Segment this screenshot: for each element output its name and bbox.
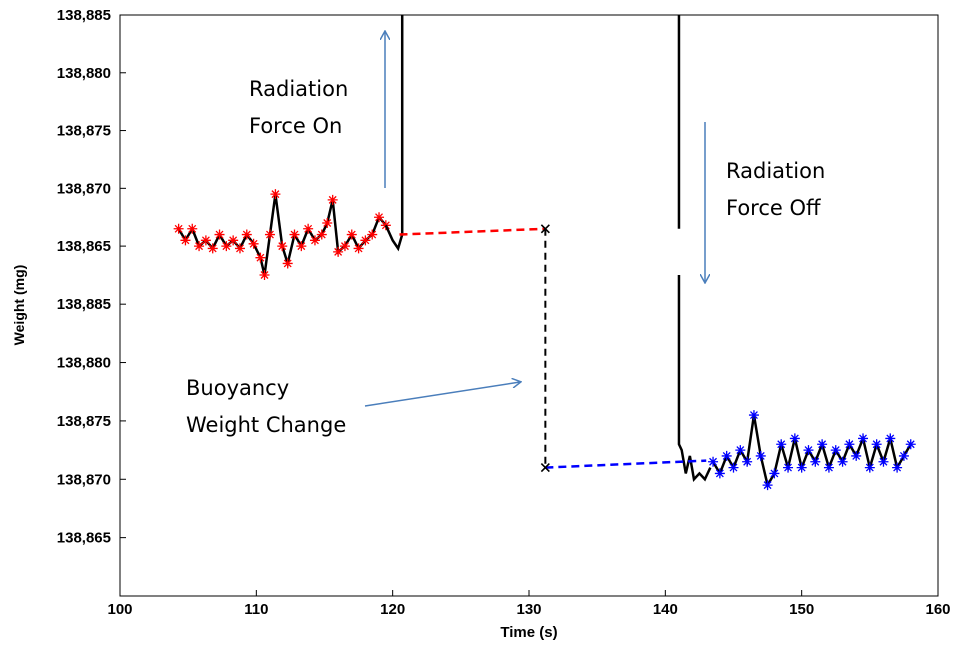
marker (892, 462, 903, 473)
marker (776, 439, 787, 450)
marker (259, 270, 270, 280)
marker (277, 241, 288, 252)
marker (762, 480, 773, 491)
y-tick-label: 138,875 (57, 123, 111, 140)
x-tick-label: 140 (653, 601, 678, 618)
marker (735, 445, 746, 456)
marker (241, 229, 252, 240)
marker (380, 220, 391, 231)
marker (864, 462, 875, 473)
marker (248, 238, 259, 249)
marker (837, 456, 848, 467)
marker (187, 223, 198, 234)
marker (200, 235, 211, 246)
marker (708, 456, 719, 467)
marker (374, 212, 385, 223)
y-tick-label: 138,885 (57, 296, 111, 313)
y-tick-label: 138,870 (57, 180, 111, 197)
x-tick-label: 100 (107, 601, 132, 618)
annotation: Buoyancy (186, 376, 289, 400)
marker (255, 252, 266, 263)
y-tick-label: 138,875 (57, 413, 111, 430)
marker (360, 235, 371, 246)
marker (353, 243, 364, 254)
marker (823, 462, 834, 473)
y-axis-label: Weight (mg) (11, 265, 27, 346)
series-line (399, 227, 546, 236)
marker (851, 450, 862, 461)
marker (721, 450, 732, 461)
marker (270, 189, 281, 200)
arrow (364, 382, 520, 407)
annotation: Force On (249, 114, 342, 138)
marker (885, 433, 896, 444)
y-tick-label: 138,880 (57, 65, 111, 82)
marker (728, 462, 739, 473)
marker (309, 235, 320, 246)
marker (367, 229, 378, 240)
x-marker (540, 224, 550, 234)
y-tick-label: 138,870 (57, 471, 111, 488)
x-tick-label: 160 (925, 601, 950, 618)
x-tick-label: 120 (380, 601, 405, 618)
marker (333, 246, 344, 257)
marker (796, 462, 807, 473)
marker (878, 456, 889, 467)
marker (748, 410, 759, 421)
marker (905, 439, 916, 450)
marker (789, 433, 800, 444)
x-tick-label: 130 (516, 601, 541, 618)
marker (810, 456, 821, 467)
x-tick-label: 110 (244, 601, 268, 618)
marker (769, 468, 780, 479)
annotation: Force Off (726, 196, 821, 220)
marker (316, 229, 327, 240)
marker (289, 229, 300, 240)
marker (282, 258, 293, 269)
marker (322, 218, 333, 228)
marker (858, 433, 869, 444)
marker (228, 235, 239, 246)
marker (346, 229, 357, 240)
marker (180, 235, 191, 246)
y-tick-label: 138,885 (57, 7, 111, 24)
marker (871, 439, 882, 450)
x-axis-label: Time (s) (500, 624, 557, 641)
marker (783, 462, 794, 473)
marker (339, 241, 350, 252)
marker (173, 223, 184, 234)
annotation: Radiation (249, 77, 348, 101)
plot-area (119, 14, 939, 597)
marker (898, 450, 909, 461)
marker (844, 439, 855, 450)
marker (303, 223, 314, 234)
marker (327, 194, 338, 205)
marker (264, 229, 275, 240)
marker (755, 450, 766, 461)
y-tick-label: 138,880 (57, 355, 111, 372)
marker (194, 241, 205, 252)
y-tick-label: 138,865 (57, 238, 111, 255)
marker (714, 468, 725, 479)
annotation: Radiation (726, 159, 825, 183)
marker (214, 229, 225, 240)
series-line (384, 15, 404, 252)
plot-content (173, 15, 916, 491)
series-line (677, 275, 712, 482)
annotation: Weight Change (186, 413, 346, 437)
marker (207, 243, 218, 254)
marker (221, 241, 232, 252)
x-marker (540, 463, 550, 473)
marker (296, 241, 307, 252)
marker (234, 243, 245, 254)
marker (817, 439, 828, 450)
marker (830, 445, 841, 456)
marker (742, 456, 753, 467)
series-line (545, 459, 707, 469)
marker (803, 445, 814, 456)
y-tick-label: 138,865 (57, 530, 111, 547)
x-tick-label: 150 (789, 601, 814, 618)
